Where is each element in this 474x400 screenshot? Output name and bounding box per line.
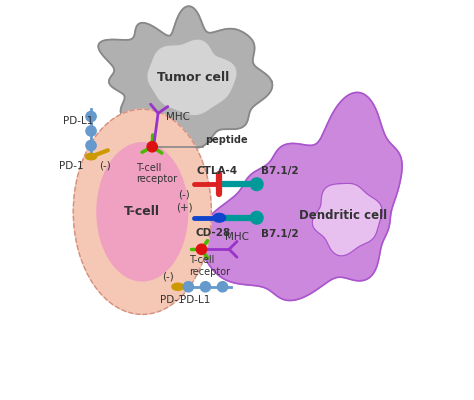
Ellipse shape bbox=[85, 154, 97, 160]
Circle shape bbox=[250, 178, 263, 190]
Polygon shape bbox=[312, 183, 382, 256]
Text: (-): (-) bbox=[99, 161, 111, 171]
Text: MHC: MHC bbox=[225, 232, 249, 242]
Text: (+): (+) bbox=[176, 203, 192, 213]
Ellipse shape bbox=[172, 283, 184, 290]
Text: peptide: peptide bbox=[205, 135, 248, 145]
Circle shape bbox=[86, 140, 96, 150]
Text: (-): (-) bbox=[162, 272, 174, 282]
Text: Dendritic cell: Dendritic cell bbox=[300, 209, 388, 222]
Text: Tumor cell: Tumor cell bbox=[157, 71, 230, 84]
Text: (-): (-) bbox=[178, 189, 190, 199]
Text: PD-L1: PD-L1 bbox=[64, 116, 94, 126]
Polygon shape bbox=[148, 40, 236, 114]
Text: B7.1/2: B7.1/2 bbox=[261, 166, 298, 176]
Text: MHC: MHC bbox=[166, 112, 190, 122]
Text: CTLA-4: CTLA-4 bbox=[196, 166, 237, 176]
Ellipse shape bbox=[97, 143, 188, 281]
Ellipse shape bbox=[213, 214, 226, 222]
Circle shape bbox=[196, 244, 207, 254]
Circle shape bbox=[86, 111, 96, 122]
Polygon shape bbox=[199, 92, 402, 300]
Text: T-cell: T-cell bbox=[124, 205, 160, 218]
Circle shape bbox=[183, 282, 193, 292]
Text: PD-L1: PD-L1 bbox=[181, 296, 211, 306]
Polygon shape bbox=[98, 6, 273, 148]
Circle shape bbox=[86, 126, 96, 136]
Circle shape bbox=[201, 282, 210, 292]
Text: PD-1: PD-1 bbox=[160, 296, 185, 306]
Text: CD-28: CD-28 bbox=[196, 228, 231, 238]
Ellipse shape bbox=[73, 109, 211, 314]
Circle shape bbox=[250, 212, 263, 224]
Text: T-cell
receptor: T-cell receptor bbox=[189, 255, 230, 277]
Text: T-cell
receptor: T-cell receptor bbox=[137, 162, 178, 184]
Circle shape bbox=[218, 282, 228, 292]
Text: PD-1: PD-1 bbox=[60, 162, 84, 172]
Circle shape bbox=[147, 142, 157, 152]
Text: B7.1/2: B7.1/2 bbox=[261, 229, 298, 239]
